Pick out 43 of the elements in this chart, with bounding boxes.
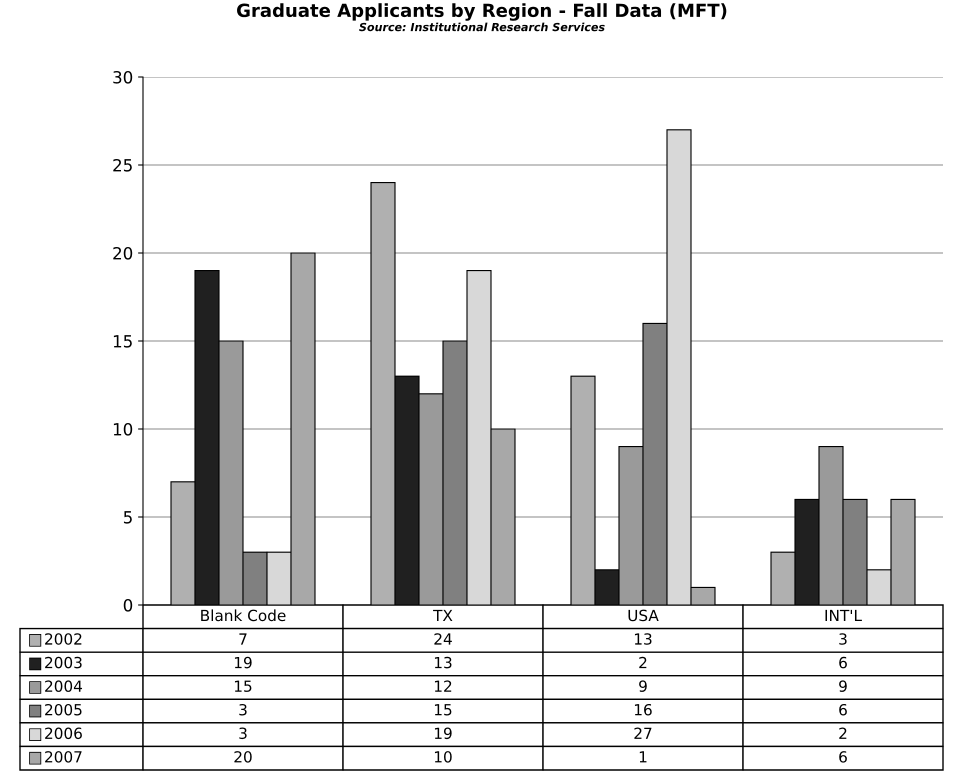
data-label: 15 bbox=[434, 704, 452, 716]
data-label: 19 bbox=[434, 728, 452, 740]
x-tick-label: TX bbox=[433, 610, 452, 621]
data-label: 15 bbox=[234, 680, 252, 692]
x-tick-label: USA bbox=[628, 610, 659, 622]
y-tick-label: 15 bbox=[114, 335, 132, 348]
data-label: 2 bbox=[839, 728, 846, 739]
data-label: 9 bbox=[639, 680, 647, 692]
y-tick-label: 0 bbox=[124, 598, 132, 612]
y-tick-label: 25 bbox=[113, 158, 132, 172]
data-label: 19 bbox=[234, 656, 252, 668]
data-label: 2 bbox=[639, 656, 646, 668]
legend-label: 2006 bbox=[45, 728, 82, 740]
data-label: 1 bbox=[640, 751, 646, 762]
data-label: 20 bbox=[234, 751, 252, 763]
y-tick-label: 5 bbox=[124, 511, 132, 524]
data-label: 6 bbox=[839, 656, 847, 668]
data-label: 3 bbox=[239, 728, 247, 740]
data-label: 16 bbox=[634, 704, 652, 716]
legend-label: 2003 bbox=[45, 656, 82, 668]
data-label: 3 bbox=[839, 633, 847, 645]
data-label: 24 bbox=[434, 633, 452, 645]
data-label: 12 bbox=[434, 680, 452, 692]
x-tick-label: INT'L bbox=[826, 610, 862, 621]
legend-label: 2007 bbox=[45, 751, 82, 763]
data-label: 9 bbox=[839, 680, 847, 692]
data-label: 3 bbox=[239, 704, 247, 716]
data-label: 10 bbox=[434, 751, 452, 763]
legend-label: 2005 bbox=[45, 704, 82, 716]
data-label: 7 bbox=[239, 633, 247, 645]
data-label: 27 bbox=[634, 728, 652, 739]
chart-subtitle: Source: Institutional Research Services bbox=[359, 22, 605, 32]
y-tick-label: 10 bbox=[114, 422, 132, 436]
data-label: 13 bbox=[434, 656, 452, 668]
legend-label: 2004 bbox=[45, 680, 82, 692]
x-tick-label: Blank Code bbox=[201, 609, 286, 622]
legend-label: 2002 bbox=[45, 633, 82, 645]
data-label: 6 bbox=[839, 751, 847, 763]
y-tick-label: 30 bbox=[113, 70, 132, 84]
data-label: 6 bbox=[839, 704, 847, 716]
data-label: 13 bbox=[634, 633, 652, 645]
chart-title: Graduate Applicants by Region - Fall Data (MFT) bbox=[237, 3, 726, 21]
y-tick-label: 20 bbox=[113, 246, 132, 260]
